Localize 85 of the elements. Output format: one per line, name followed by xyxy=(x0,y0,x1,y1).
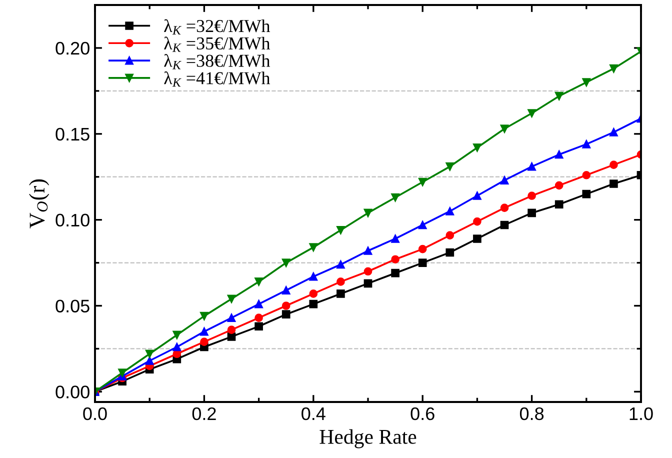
point xyxy=(528,162,536,171)
point xyxy=(500,124,509,133)
point xyxy=(473,192,482,200)
point xyxy=(282,258,290,267)
point xyxy=(200,338,208,346)
point xyxy=(364,246,372,255)
point xyxy=(554,200,564,209)
point xyxy=(582,190,591,198)
point xyxy=(554,92,564,100)
y-axis-title: V$_{O}$(r) xyxy=(29,179,50,228)
point xyxy=(391,255,400,264)
point xyxy=(554,150,564,159)
point xyxy=(391,193,400,202)
legend-label: λ$_{K}$ =38€/MWh xyxy=(164,54,270,70)
point xyxy=(500,220,509,230)
legend-label: λ$_{K}$ =32€/MWh xyxy=(164,19,270,34)
x-tick-label: 0.4 xyxy=(302,407,326,420)
point xyxy=(227,294,236,304)
point xyxy=(254,322,263,331)
y-tick-label: 0.00 xyxy=(56,386,90,398)
point xyxy=(364,267,372,276)
point xyxy=(582,140,591,148)
point xyxy=(309,290,318,298)
point xyxy=(200,312,208,320)
point xyxy=(336,260,345,269)
x-tick-label: 1.0 xyxy=(630,407,653,420)
point xyxy=(446,248,454,257)
y-tick-label: 0.20 xyxy=(56,42,90,55)
legend-label: λ$_{K}$ =35€/MWh xyxy=(164,36,270,52)
point xyxy=(446,162,454,171)
point xyxy=(500,204,509,212)
point xyxy=(610,64,618,73)
point xyxy=(500,176,509,184)
point xyxy=(172,330,182,340)
point xyxy=(254,300,263,308)
point xyxy=(528,208,536,218)
point xyxy=(446,207,454,216)
point xyxy=(610,128,618,136)
point xyxy=(391,234,400,243)
point xyxy=(200,327,208,336)
point xyxy=(336,226,345,234)
point xyxy=(418,244,427,254)
point xyxy=(282,286,290,294)
point xyxy=(528,192,536,200)
point xyxy=(227,326,236,334)
point xyxy=(582,78,591,87)
point xyxy=(309,300,318,308)
point xyxy=(336,290,345,298)
point xyxy=(418,220,427,230)
point xyxy=(528,109,536,118)
point xyxy=(364,279,372,288)
point xyxy=(418,258,427,267)
y-tick-label: 0.05 xyxy=(56,300,90,312)
point xyxy=(227,332,236,341)
point xyxy=(254,314,263,322)
point xyxy=(227,314,236,322)
point xyxy=(364,208,372,218)
x-tick-label: 0.8 xyxy=(520,407,544,420)
point xyxy=(610,180,618,188)
point xyxy=(446,231,454,240)
y-tick-label: 0.15 xyxy=(56,128,90,141)
x-axis-title: Hedge Rate xyxy=(320,429,416,448)
point xyxy=(554,181,564,190)
point xyxy=(254,278,263,286)
point xyxy=(473,143,482,152)
point xyxy=(473,217,482,226)
point xyxy=(282,310,290,319)
point xyxy=(145,350,154,358)
point xyxy=(336,278,345,286)
point xyxy=(418,178,427,186)
point xyxy=(309,272,318,281)
point xyxy=(391,268,400,278)
point xyxy=(145,356,154,365)
point xyxy=(309,243,318,252)
point xyxy=(610,160,618,169)
x-tick-label: 0.6 xyxy=(410,407,434,420)
point xyxy=(473,234,482,243)
point xyxy=(282,302,290,310)
x-tick-label: 0.2 xyxy=(192,407,216,420)
x-tick-label: 0.0 xyxy=(83,407,107,420)
point xyxy=(172,342,182,352)
legend-label: λ$_{K}$ =41€/MWh xyxy=(164,71,270,87)
y-tick-label: 0.10 xyxy=(56,214,90,227)
point xyxy=(582,170,591,180)
point xyxy=(118,368,126,377)
